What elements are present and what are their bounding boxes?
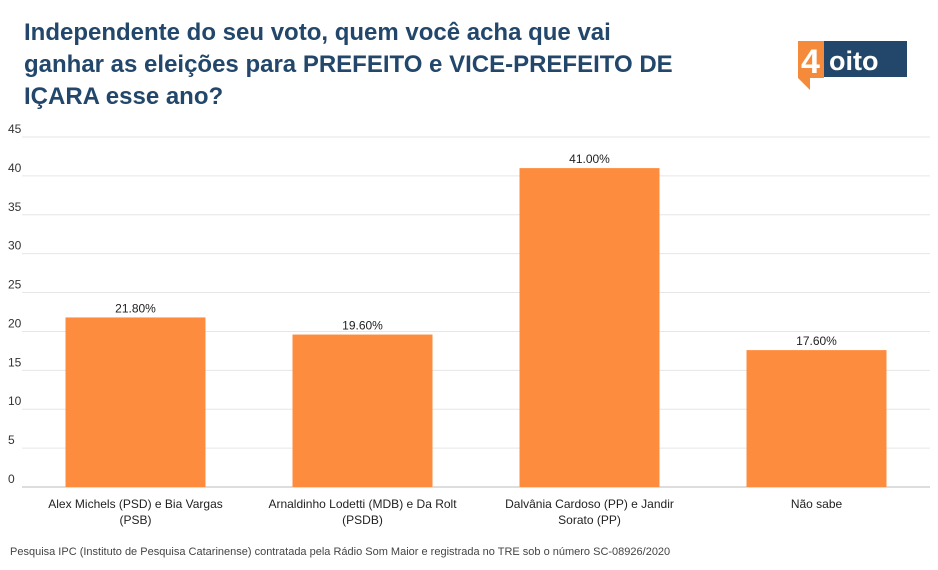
- data-label: 21.80%: [115, 301, 156, 315]
- y-tick-label: 15: [8, 355, 22, 369]
- bar: [292, 334, 433, 487]
- y-tick-label: 10: [8, 394, 22, 408]
- logo-background: [812, 41, 907, 77]
- footnote: Pesquisa IPC (Instituto de Pesquisa Cata…: [10, 546, 671, 558]
- bar: [746, 350, 887, 487]
- y-tick-label: 25: [8, 278, 22, 292]
- data-label: 17.60%: [796, 334, 837, 348]
- bar: [65, 317, 206, 487]
- x-axis: Alex Michels (PSD) e Bia Vargas (PSB) Arna…: [48, 497, 842, 527]
- x-category-label: Dalvânia Cardoso (PP) e Jandir: [505, 497, 674, 511]
- x-category-label: Não sabe: [791, 497, 843, 511]
- logo-word: oito: [829, 46, 878, 76]
- data-label: 19.60%: [342, 319, 383, 333]
- x-category-label: Arnaldinho Lodetti (MDB) e Da Rolt: [268, 497, 457, 511]
- y-tick-label: 5: [8, 433, 15, 447]
- x-category-label: (PSB): [119, 513, 151, 527]
- 4oito-logo: 4 oito: [798, 41, 907, 90]
- bars: [65, 168, 887, 487]
- x-category-label: Alex Michels (PSD) e Bia Vargas: [48, 497, 223, 511]
- y-axis: 0 5 10 15 20 25 30 35 40 45: [8, 122, 22, 486]
- y-tick-label: 45: [8, 122, 22, 136]
- y-tick-label: 20: [8, 316, 22, 330]
- y-tick-label: 30: [8, 239, 22, 253]
- title-line-2: ganhar as eleições para PREFEITO e VICE-…: [24, 51, 673, 78]
- logo-orange-corner: [798, 41, 824, 90]
- y-tick-label: 40: [8, 161, 22, 175]
- title-line-3: IÇARA esse ano?: [24, 83, 224, 110]
- chart-title: Independente do seu voto, quem você acha…: [24, 17, 724, 113]
- bar-chart: 0 5 10 15 20 25 30 35 40 45 21.80% 19.60% 41.00% 17.…: [8, 122, 930, 527]
- y-tick-label: 35: [8, 200, 22, 214]
- data-label: 41.00%: [569, 152, 610, 166]
- x-category-label: (PSDB): [342, 513, 383, 527]
- title-line-1: Independente do seu voto, quem você acha…: [24, 19, 611, 46]
- bar: [519, 168, 660, 487]
- x-category-label: Sorato (PP): [558, 513, 621, 527]
- data-labels: 21.80% 19.60% 41.00% 17.60%: [115, 152, 837, 348]
- y-tick-label: 0: [8, 472, 15, 486]
- logo-digit: 4: [801, 43, 820, 81]
